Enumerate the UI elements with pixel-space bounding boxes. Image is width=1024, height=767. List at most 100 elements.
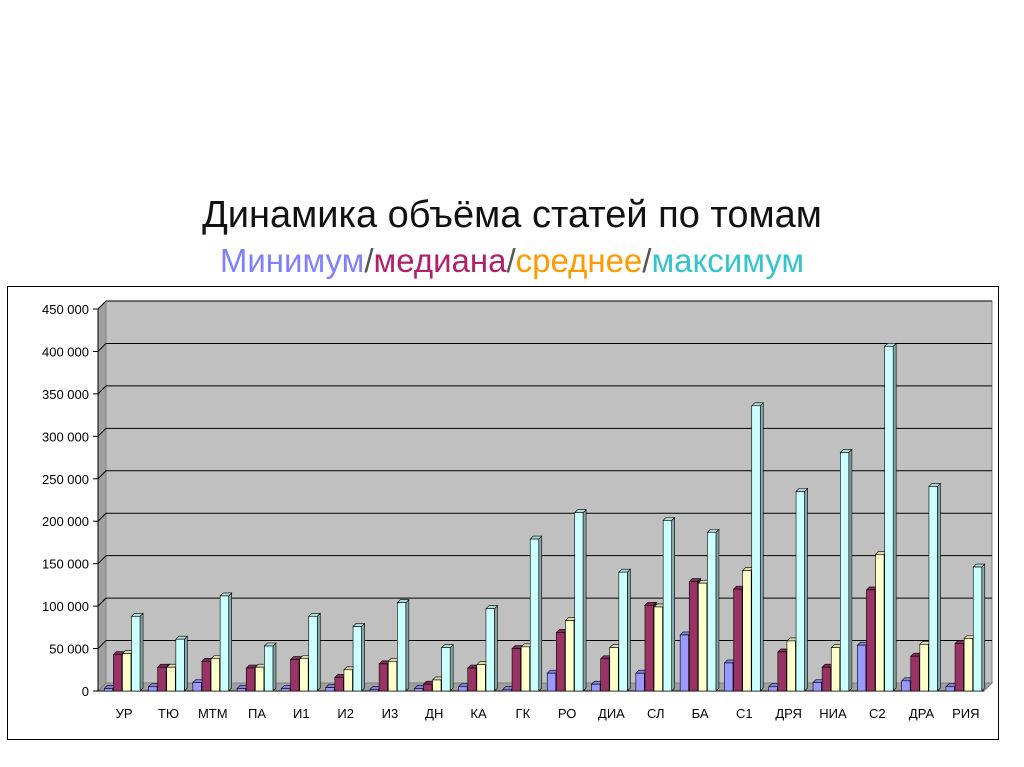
bar-face — [662, 520, 672, 692]
subtitle-part: максимум — [651, 242, 805, 279]
bar-face — [316, 612, 321, 692]
bar-face — [184, 635, 188, 692]
bar-face — [857, 644, 867, 692]
x-tick-label: ДИА — [598, 706, 625, 721]
bar-face — [334, 677, 344, 692]
bar-face — [485, 608, 495, 692]
bar-face — [449, 643, 454, 692]
bar-максимум-ДН — [440, 643, 454, 692]
bar-face — [698, 582, 708, 692]
bar-face — [210, 658, 220, 692]
subtitle-part: / — [506, 242, 516, 279]
bar-face — [290, 659, 300, 692]
bar-face — [884, 346, 894, 692]
x-tick-label: ГК — [516, 706, 531, 721]
bar-face — [520, 646, 530, 692]
bar-face — [122, 653, 132, 692]
bar-face — [219, 595, 229, 692]
x-tick-label: НИА — [819, 706, 847, 721]
bar-face — [751, 405, 761, 692]
y-tick-label: 350 000 — [42, 387, 89, 402]
y-tick-label: 200 000 — [42, 514, 89, 529]
bar-максимум-СЛ — [662, 516, 676, 692]
bar-face — [635, 672, 645, 692]
bar-face — [574, 512, 584, 692]
bar-face — [201, 660, 211, 692]
x-tick-label: ДРЯ — [775, 706, 802, 721]
x-tick-label: КА — [470, 706, 487, 721]
x-tick-label: ПА — [248, 706, 266, 721]
bar-face — [830, 647, 841, 692]
bar-максимум-ГК — [529, 535, 543, 692]
x-tick-label: И2 — [337, 706, 354, 721]
bar-максимум-И2 — [352, 622, 366, 692]
subtitle-part: / — [364, 242, 374, 279]
bar-face — [954, 643, 964, 692]
bar-face — [378, 663, 388, 692]
bar-face — [644, 604, 654, 692]
bar-face — [255, 666, 265, 692]
gridline-side — [97, 470, 107, 480]
bar-face — [707, 531, 717, 692]
x-tick-label: ДН — [425, 706, 443, 721]
bar-face — [476, 664, 486, 692]
x-tick-label: СЛ — [647, 706, 665, 721]
bar-face — [228, 592, 232, 692]
bar-face — [768, 686, 778, 692]
bar-face — [892, 342, 897, 692]
bar-face — [103, 688, 114, 692]
bar-face — [157, 666, 167, 692]
plot-side-wall — [97, 299, 107, 693]
subtitle-part: / — [642, 242, 652, 279]
bar-face — [759, 402, 764, 692]
x-tick-label: УР — [116, 706, 133, 721]
bar-максимум-ТЮ — [175, 635, 189, 692]
y-tick-label: 100 000 — [42, 599, 89, 614]
bar-face — [875, 554, 885, 692]
gridline-side — [97, 512, 107, 522]
bar-face — [131, 615, 141, 692]
y-tick-label: 300 000 — [42, 429, 89, 444]
x-tick-label: С2 — [869, 706, 886, 721]
bar-face — [963, 638, 973, 692]
bar-face — [264, 645, 274, 692]
bar-face — [343, 669, 353, 692]
bar-face — [742, 570, 752, 692]
gridline-side — [97, 300, 107, 310]
y-tick-label: 450 000 — [42, 302, 89, 317]
bar-face — [192, 682, 202, 692]
chart-title: Динамика объёма статей по томам — [202, 194, 822, 236]
bar-face — [910, 655, 920, 692]
gridline-side — [97, 640, 107, 649]
bar-face — [166, 666, 176, 692]
bar-face — [494, 604, 498, 692]
gridline-side — [97, 343, 107, 352]
gridline-side — [97, 427, 107, 437]
bar-face — [724, 662, 734, 692]
bar-максимум-ПА — [263, 642, 277, 692]
y-tick-label: 50 000 — [49, 642, 89, 657]
bar-face — [715, 528, 720, 692]
bar-face — [591, 683, 601, 692]
bar-face — [511, 648, 521, 692]
bar-face — [546, 672, 557, 692]
bar-face — [175, 638, 185, 692]
bar-face — [582, 509, 587, 692]
bar-максимум-С2 — [883, 342, 897, 692]
subtitle-part: Минимум — [219, 242, 365, 279]
bar-face — [945, 686, 955, 692]
bar-максимум-МТМ — [219, 592, 233, 692]
bar-максимум-С1 — [751, 402, 764, 692]
bar-face — [733, 588, 743, 692]
bar-максимум-КА — [485, 604, 499, 692]
bar-face — [653, 606, 663, 692]
bar-face — [618, 571, 628, 692]
bar-face — [812, 682, 822, 692]
bar-face — [113, 654, 123, 692]
x-tick-label: БА — [692, 706, 709, 721]
bar-максимум-РО — [573, 509, 587, 692]
bar-face — [397, 602, 407, 692]
bar-максимум-ДИА — [618, 568, 632, 692]
x-tick-label: РО — [558, 706, 577, 721]
bar-face — [600, 658, 610, 692]
